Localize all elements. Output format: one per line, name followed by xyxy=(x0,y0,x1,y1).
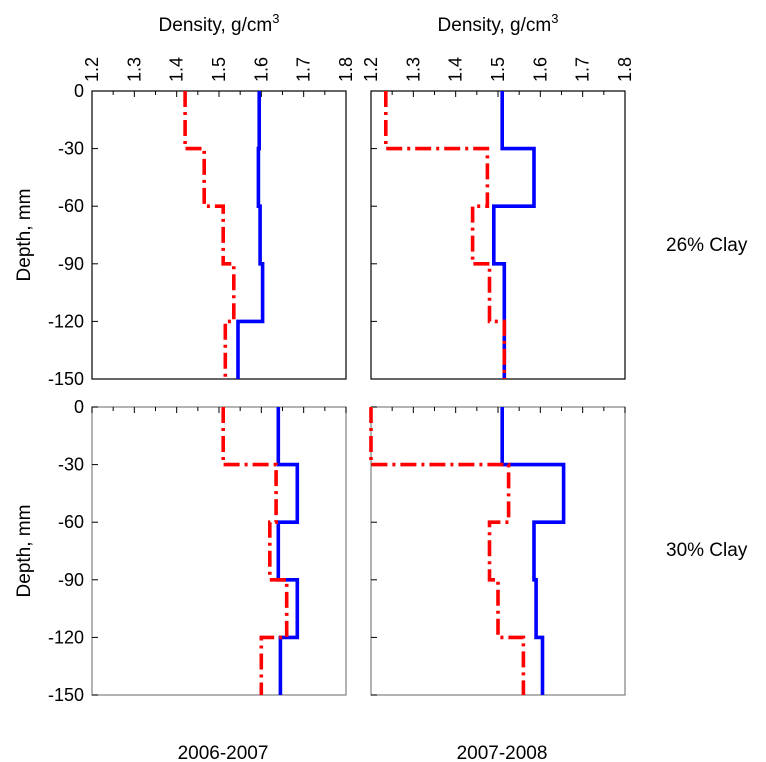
panel-26pct-2006-2007: 1.2 1.3 1.4 1.5 1.6 1.7 1.8 0 -30 -60 -90 -120 -150 xyxy=(48,57,356,389)
x-tick-label: 1.7 xyxy=(573,57,593,82)
y-tick-label: -90 xyxy=(58,254,84,274)
plot-frame xyxy=(370,90,626,380)
row-label: 30% Clay xyxy=(666,540,748,561)
x-tick-label: 1.5 xyxy=(209,57,229,82)
plot-frame xyxy=(370,406,626,696)
y-tick-label: -120 xyxy=(48,627,84,647)
series-solid-line xyxy=(276,407,300,695)
y-tick-label: -120 xyxy=(48,311,84,331)
series-dashdot-line xyxy=(183,91,236,379)
x-tick-label: 1.4 xyxy=(167,57,187,82)
x-tick-label: 1.8 xyxy=(336,57,356,82)
series-solid-line xyxy=(491,91,536,379)
y-tick-label: -60 xyxy=(58,512,84,532)
y-tick-label: -150 xyxy=(48,369,84,389)
series-dashdot-line xyxy=(383,91,507,379)
y-tick-label: -90 xyxy=(58,570,84,590)
x-tick-label: 1.6 xyxy=(530,57,550,82)
x-tick-label: 1.2 xyxy=(361,57,381,82)
series-dashdot-line xyxy=(221,407,289,695)
y-axis-title: Depth, mm xyxy=(14,189,35,282)
y-axis-title: Depth, mm xyxy=(14,505,35,598)
panel-26pct-2007-2008: 1.2 1.3 1.4 1.5 1.6 1.7 1.8 xyxy=(361,57,635,380)
y-tick-label: -150 xyxy=(48,685,84,705)
x-tick-label: 1.8 xyxy=(615,57,635,82)
panel-30pct-2007-2008 xyxy=(369,406,626,696)
y-tick-label: 0 xyxy=(74,397,84,417)
x-tick-label: 1.6 xyxy=(251,57,271,82)
column-label: 2006-2007 xyxy=(178,743,269,762)
row-label: 26% Clay xyxy=(666,235,748,256)
x-tick-label: 1.3 xyxy=(403,57,423,82)
column-label: 2007-2008 xyxy=(457,743,548,762)
x-tick-label: 1.4 xyxy=(446,57,466,82)
x-tick-label: 1.3 xyxy=(124,57,144,82)
plot-frame xyxy=(91,90,347,380)
series-dashdot-line xyxy=(369,407,526,695)
y-tick-label: 0 xyxy=(74,81,84,101)
x-tick-label: 1.2 xyxy=(82,57,102,82)
y-tick-label: -30 xyxy=(58,139,84,159)
panel-30pct-2006-2007: 0 -30 -60 -90 -120 -150 xyxy=(48,397,347,705)
series-solid-line xyxy=(500,407,566,695)
series-solid-line xyxy=(236,91,265,379)
y-tick-label: -30 xyxy=(58,455,84,475)
y-tick-label: -60 xyxy=(58,196,84,216)
x-tick-label: 1.5 xyxy=(488,57,508,82)
plot-frame xyxy=(91,406,347,696)
x-axis-title: Density, g/cm3 xyxy=(438,11,559,36)
x-axis-title: Density, g/cm3 xyxy=(159,11,280,36)
x-tick-label: 1.7 xyxy=(294,57,314,82)
